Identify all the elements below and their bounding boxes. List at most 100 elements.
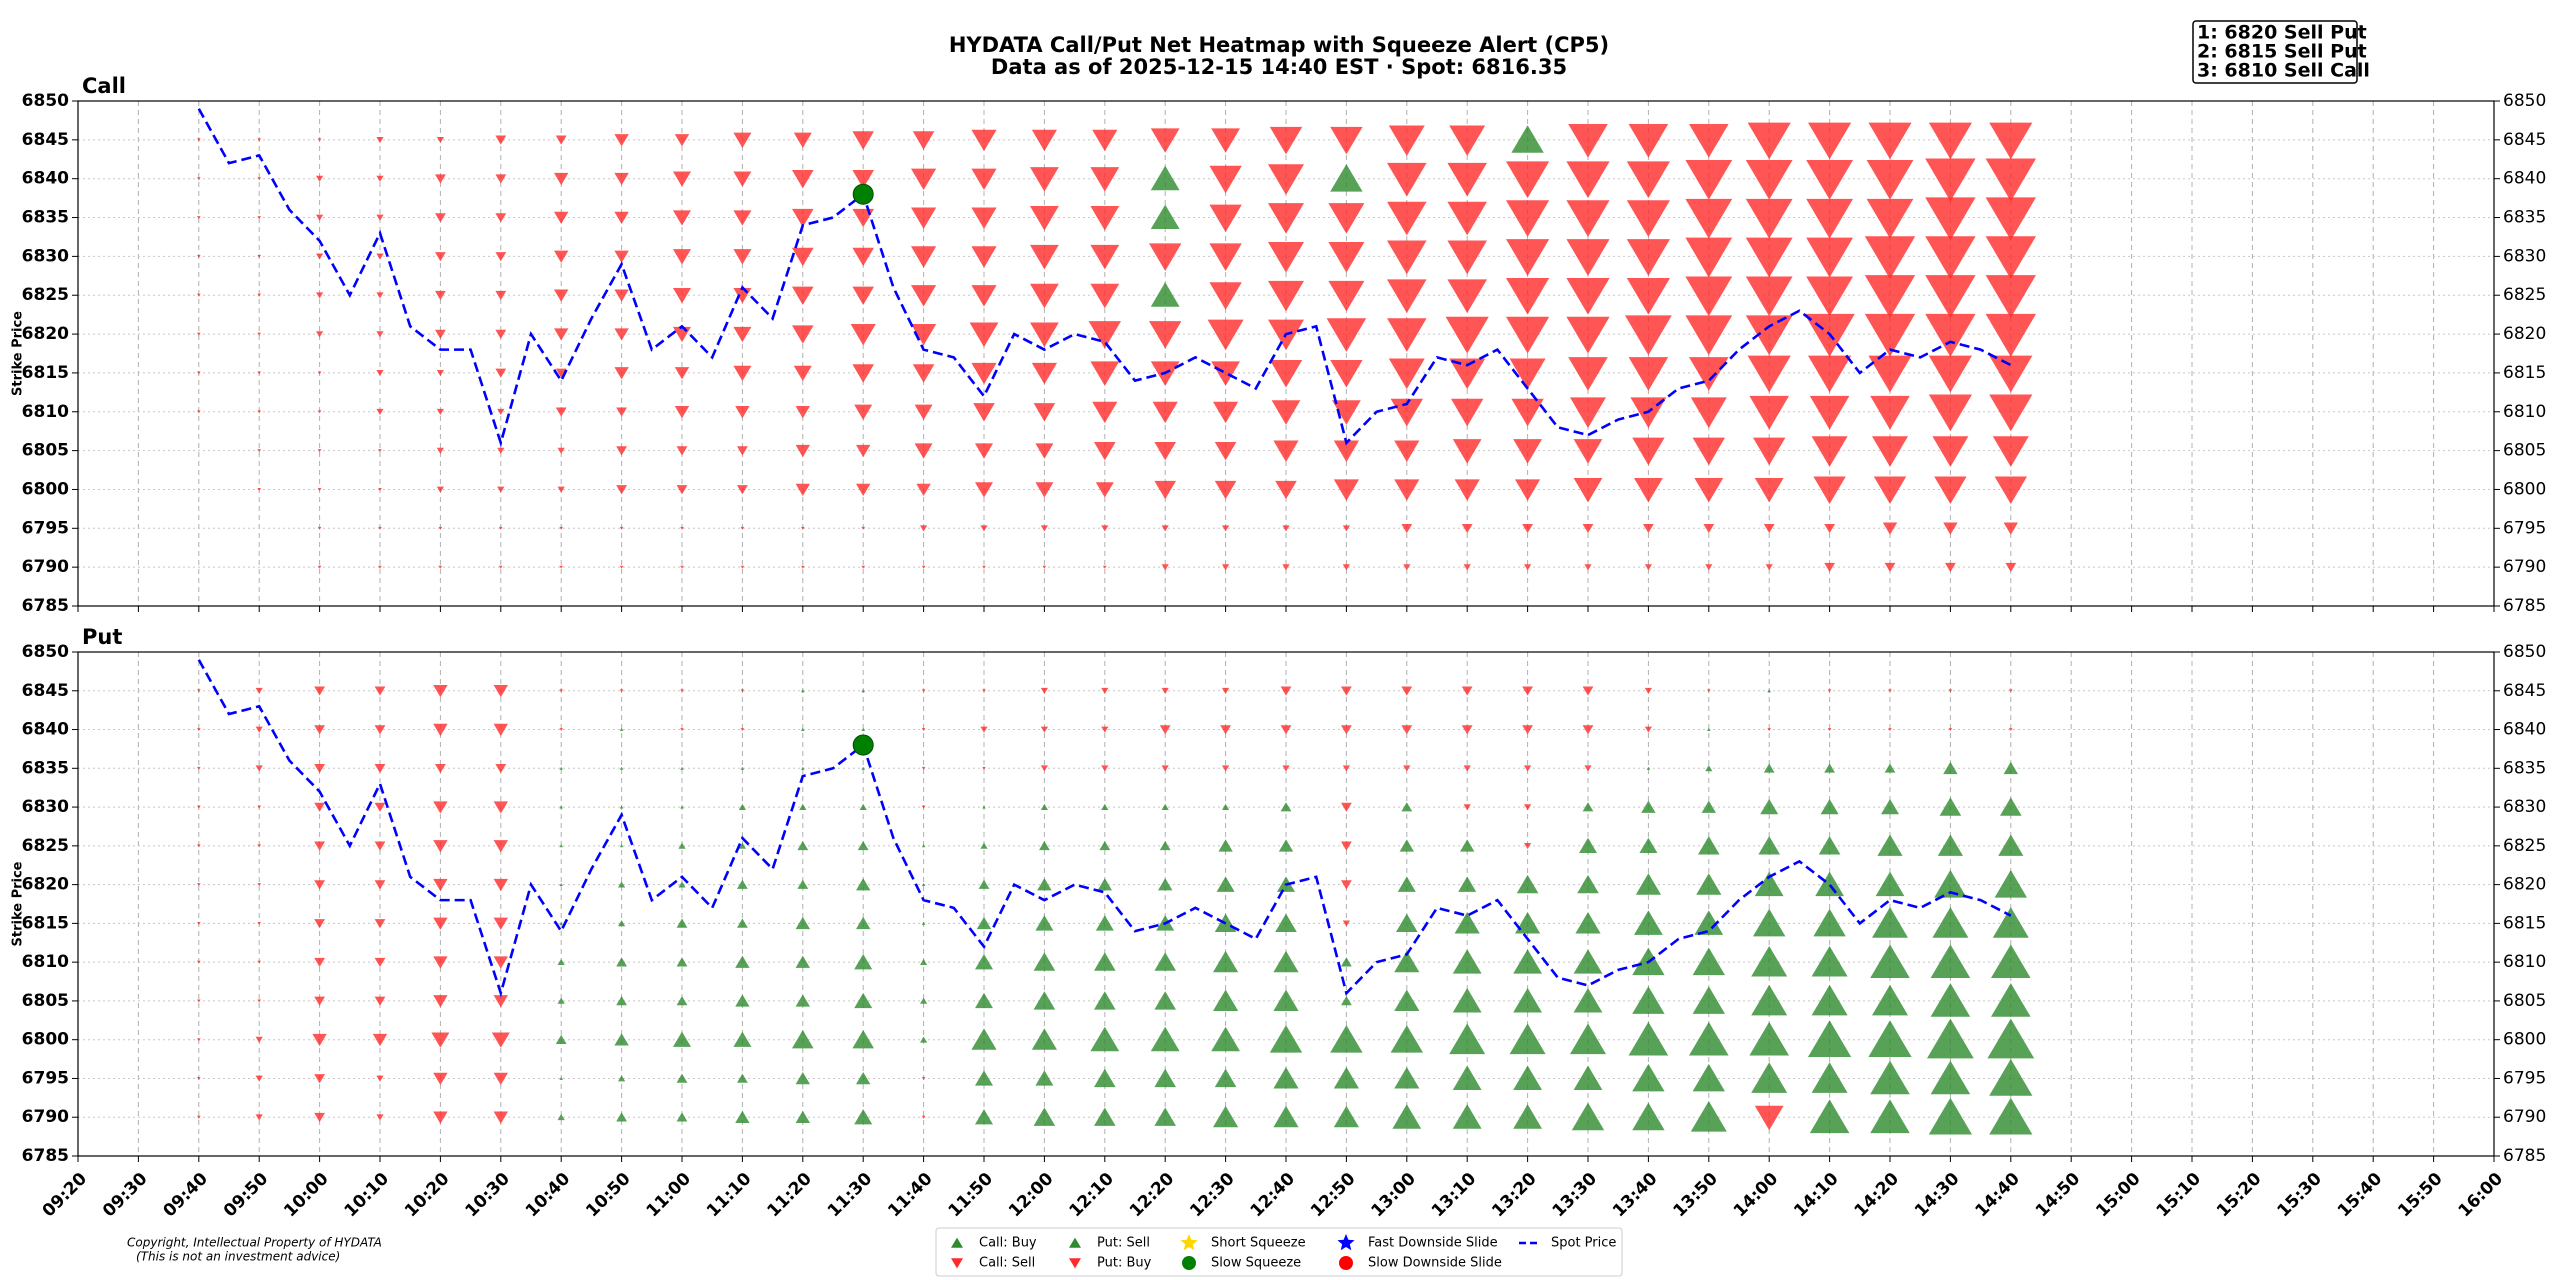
heat-marker	[1628, 124, 1669, 158]
heat-marker	[1092, 129, 1118, 152]
heat-marker	[197, 1038, 201, 1042]
heat-marker	[921, 805, 926, 809]
y-tick-label: 6805	[2503, 991, 2546, 1011]
heat-marker	[1209, 282, 1242, 310]
heat-marker	[2009, 689, 2013, 693]
y-tick-label: 6815	[22, 363, 69, 383]
heat-marker	[793, 365, 812, 382]
heat-marker	[673, 249, 691, 265]
heat-marker	[1213, 401, 1239, 424]
heat-marker	[1282, 525, 1290, 532]
y-tick-label: 6815	[2503, 913, 2546, 933]
heat-marker	[255, 1075, 263, 1082]
heat-marker	[1161, 564, 1169, 571]
y-axis-label: Strike Price	[11, 861, 26, 946]
heat-marker	[1696, 873, 1722, 895]
heat-marker	[911, 285, 937, 307]
heat-marker	[1701, 800, 1716, 813]
heat-marker	[737, 879, 748, 889]
heat-marker	[314, 996, 325, 1006]
heat-marker	[1275, 480, 1297, 500]
heat-marker	[436, 408, 444, 416]
heat-marker	[257, 488, 261, 492]
heat-marker	[316, 214, 324, 221]
heat-marker	[616, 1112, 627, 1122]
heat-marker	[1103, 565, 1107, 569]
heat-marker	[737, 918, 748, 928]
x-tick-label: 10:20	[401, 1169, 454, 1222]
heat-marker	[197, 960, 201, 964]
heat-marker	[1222, 765, 1230, 772]
heat-marker	[1928, 1097, 1972, 1135]
heat-marker	[799, 803, 807, 810]
heat-marker	[197, 728, 201, 732]
heat-marker	[255, 1036, 263, 1043]
heat-marker	[1566, 161, 1610, 199]
heat-marker	[1449, 1023, 1486, 1055]
heat-marker	[316, 331, 324, 338]
heat-marker	[921, 1077, 926, 1081]
heat-marker	[1161, 687, 1169, 695]
heat-marker	[317, 565, 322, 569]
heat-marker	[1097, 878, 1112, 891]
heat-marker	[680, 805, 684, 809]
heat-marker	[1767, 728, 1771, 732]
heat-marker	[1030, 244, 1059, 270]
heat-marker	[1760, 798, 1779, 815]
heat-marker	[1866, 159, 1914, 200]
heat-marker	[614, 1033, 629, 1046]
heat-marker	[1463, 564, 1471, 571]
heat-marker	[676, 918, 688, 928]
heat-marker	[975, 1070, 993, 1086]
heat-marker	[316, 253, 324, 260]
heat-marker	[1864, 313, 1916, 357]
heat-marker	[557, 997, 565, 1004]
heat-marker	[1031, 129, 1057, 152]
y-tick-label: 6805	[2503, 441, 2546, 461]
heat-marker	[1991, 983, 2031, 1017]
heat-marker	[316, 292, 324, 299]
heat-marker	[1888, 728, 1892, 732]
heat-marker	[861, 727, 865, 731]
heat-marker	[1222, 525, 1230, 532]
chart-title: HYDATA Call/Put Net Heatmap with Squeeze…	[949, 33, 1609, 57]
heat-marker	[740, 766, 745, 770]
heat-marker	[1524, 804, 1532, 811]
heat-marker	[197, 254, 201, 259]
heat-marker	[1943, 522, 1958, 535]
heat-marker	[1868, 122, 1912, 160]
heat-marker	[801, 727, 805, 731]
heat-marker	[1094, 441, 1116, 461]
x-tick-label: 12:10	[1065, 1169, 1118, 1222]
heat-marker	[1392, 1104, 1422, 1129]
heat-marker	[859, 803, 867, 810]
heat-marker	[733, 171, 752, 187]
heat-marker	[1509, 1023, 1546, 1055]
annotation: 3: 6810 Sell Call	[2197, 60, 2370, 82]
x-tick-label: 11:30	[824, 1169, 877, 1222]
heat-marker	[852, 131, 874, 150]
heat-marker	[197, 177, 201, 181]
heat-marker	[1333, 1067, 1359, 1089]
heat-marker	[614, 367, 629, 380]
heat-marker	[1644, 726, 1652, 733]
x-tick-label: 12:20	[1126, 1169, 1179, 1222]
heat-marker	[740, 526, 745, 530]
heat-marker	[1342, 920, 1350, 927]
heat-marker	[372, 1033, 388, 1047]
heat-marker	[1094, 952, 1116, 971]
heat-marker	[733, 1031, 752, 1047]
heat-marker	[1149, 321, 1182, 349]
y-tick-label: 6820	[2503, 875, 2546, 895]
heat-marker	[619, 689, 624, 693]
y-tick-label: 6790	[22, 1107, 69, 1127]
heat-marker	[792, 1029, 814, 1049]
heat-marker	[1401, 802, 1413, 812]
heat-marker	[801, 526, 805, 530]
heat-marker	[1884, 562, 1896, 573]
heat-marker	[197, 921, 201, 926]
heat-marker	[1566, 277, 1610, 315]
heat-marker	[1213, 1105, 1239, 1128]
x-tick-label: 14:40	[1971, 1169, 2024, 1222]
heat-marker	[1575, 912, 1601, 934]
